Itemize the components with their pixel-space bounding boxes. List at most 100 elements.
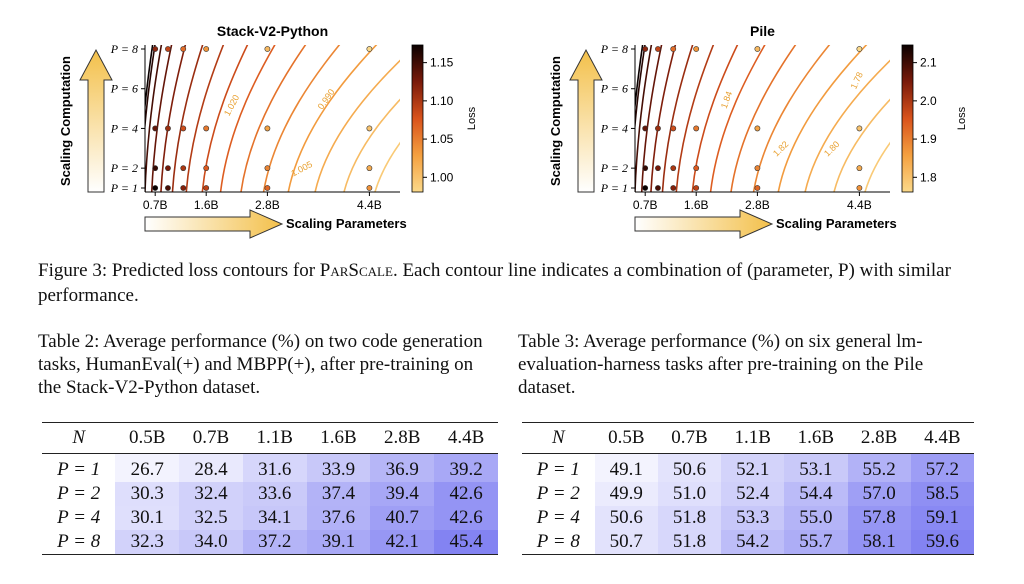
table-cell: 26.7 [115, 453, 180, 482]
colorbar-tick-label: 1.15 [430, 56, 454, 70]
data-point [264, 125, 271, 132]
table-cell: 52.4 [721, 482, 785, 506]
table2: N 0.5B 0.7B 1.1B 1.6B 2.8B 4.4B P = 1 26.7 28.4… [42, 422, 498, 555]
table-cell: 42.1 [370, 530, 435, 555]
vertical-arrow-icon [79, 48, 113, 193]
table-cell: 39.1 [306, 530, 371, 555]
contour-label: 0.990 [316, 87, 337, 111]
y-axis-label: Scaling Computation [548, 56, 563, 186]
data-point [856, 165, 863, 172]
table-header-row: N 0.5B 0.7B 1.1B 1.6B 2.8B 4.4B [522, 422, 974, 454]
row-label: P = 4 [536, 507, 580, 528]
data-point [203, 185, 210, 191]
contour-line [374, 141, 400, 192]
table3: N 0.5B 0.7B 1.1B 1.6B 2.8B 4.4B P = 1 49.1 50.6… [522, 422, 974, 555]
data-point [180, 165, 187, 172]
table-row: P = 1 49.1 50.6 52.1 53.1 55.2 57.2 [522, 453, 974, 482]
contour-line [201, 45, 249, 192]
row-label: P = 8 [522, 530, 595, 555]
contour-line [145, 45, 156, 134]
y-axis-label: Scaling Computation [58, 56, 73, 186]
y-tick-label: P = 1 [600, 181, 628, 195]
colorbar-tick-label: 2.1 [920, 56, 937, 70]
row-label: P = 8 [42, 530, 116, 555]
column-header: 1.1B [721, 422, 785, 454]
column-header: 4.4B [910, 422, 974, 454]
contour-line [804, 59, 890, 192]
column-header: 2.8B [370, 422, 435, 454]
data-point [670, 46, 677, 52]
column-header: 1.6B [784, 422, 848, 454]
table-cell: 52.1 [721, 453, 785, 482]
contour-line [219, 45, 276, 192]
table-cell: 49.1 [594, 453, 658, 482]
table-cell: 51.0 [657, 482, 722, 506]
data-point [642, 185, 649, 191]
contour-line [752, 45, 831, 192]
data-point [152, 165, 159, 172]
data-point [693, 46, 700, 52]
data-point [165, 165, 171, 172]
data-point [670, 165, 677, 172]
data-point [693, 165, 700, 172]
contour-label: 1.82 [771, 139, 790, 158]
contour-panel-stack: Stack-V2-Python P = 8 P = 6 P = 4 P = 2 P = 1… [58, 23, 478, 239]
table3-caption: Table 3: Average performance (%) on six … [518, 331, 924, 398]
colorbar-tick-label: 2.0 [920, 94, 937, 108]
data-point [366, 125, 373, 132]
contour-panel-pile: Pile P = 8 P = 6 P = 4 P = 2 P = 1 0.7B 1.6B 2.8… [548, 23, 968, 239]
panel-title: Stack-V2-Python [217, 23, 328, 39]
table-row: P = 4 30.1 32.5 34.1 37.6 40.7 42.6 [42, 506, 498, 530]
data-point [180, 125, 187, 132]
table-cell: 57.2 [910, 453, 974, 482]
row-label: P = 1 [57, 459, 101, 480]
contour-line [171, 45, 204, 192]
contour-line [777, 45, 868, 192]
table-cell: 50.6 [594, 506, 658, 530]
x-tick-label: 2.8B [255, 198, 280, 212]
table-cell: 37.4 [306, 482, 371, 506]
row-label: P = 1 [536, 459, 580, 480]
data-point [180, 185, 187, 191]
panel-title: Pile [750, 23, 775, 39]
row-label: P = 2 [57, 483, 101, 504]
table-cell: 50.7 [594, 530, 658, 555]
contour-line [675, 45, 715, 192]
table-cell: 31.6 [242, 453, 307, 482]
table-row: P = 2 30.3 32.4 33.6 37.4 39.4 42.6 [42, 482, 498, 506]
contour-label: 1.84 [719, 90, 734, 110]
colorbar-tick-label: 1.05 [430, 132, 454, 146]
contour-line [833, 98, 890, 192]
table-cell: 50.6 [657, 453, 722, 482]
table-header-row: N 0.5B 0.7B 1.1B 1.6B 2.8B 4.4B [42, 422, 498, 454]
data-point [366, 46, 373, 52]
data-point [264, 165, 271, 172]
table-cell: 55.2 [847, 453, 911, 482]
x-axis-label: Scaling Parameters [776, 216, 897, 231]
table-cell: 59.1 [910, 506, 974, 530]
data-point [642, 46, 649, 52]
column-header: 0.7B [179, 422, 243, 454]
x-tick-label: 4.4B [357, 198, 382, 212]
colorbar-tick-label: 1.00 [430, 170, 454, 184]
data-point [856, 46, 863, 52]
data-point [264, 185, 271, 191]
contour-label: 1.005 [289, 159, 314, 178]
data-point [655, 165, 661, 172]
contour-line [691, 45, 739, 192]
data-point [856, 185, 863, 191]
data-point [670, 185, 677, 191]
figure-3: Stack-V2-Python P = 8 P = 6 P = 4 P = 2 P = 1… [58, 23, 968, 239]
x-tick-label: 4.4B [847, 198, 872, 212]
table-cell: 55.7 [784, 530, 848, 555]
vertical-arrow-icon [569, 48, 603, 193]
contour-line [661, 45, 694, 192]
contour-line [314, 59, 400, 192]
table-cell: 54.4 [784, 482, 848, 506]
table-cell: 34.0 [179, 530, 243, 555]
data-point [693, 185, 700, 191]
table-cell: 58.1 [847, 530, 911, 555]
data-point [754, 165, 761, 172]
data-point [754, 185, 761, 191]
table-cell: 45.4 [434, 530, 498, 555]
